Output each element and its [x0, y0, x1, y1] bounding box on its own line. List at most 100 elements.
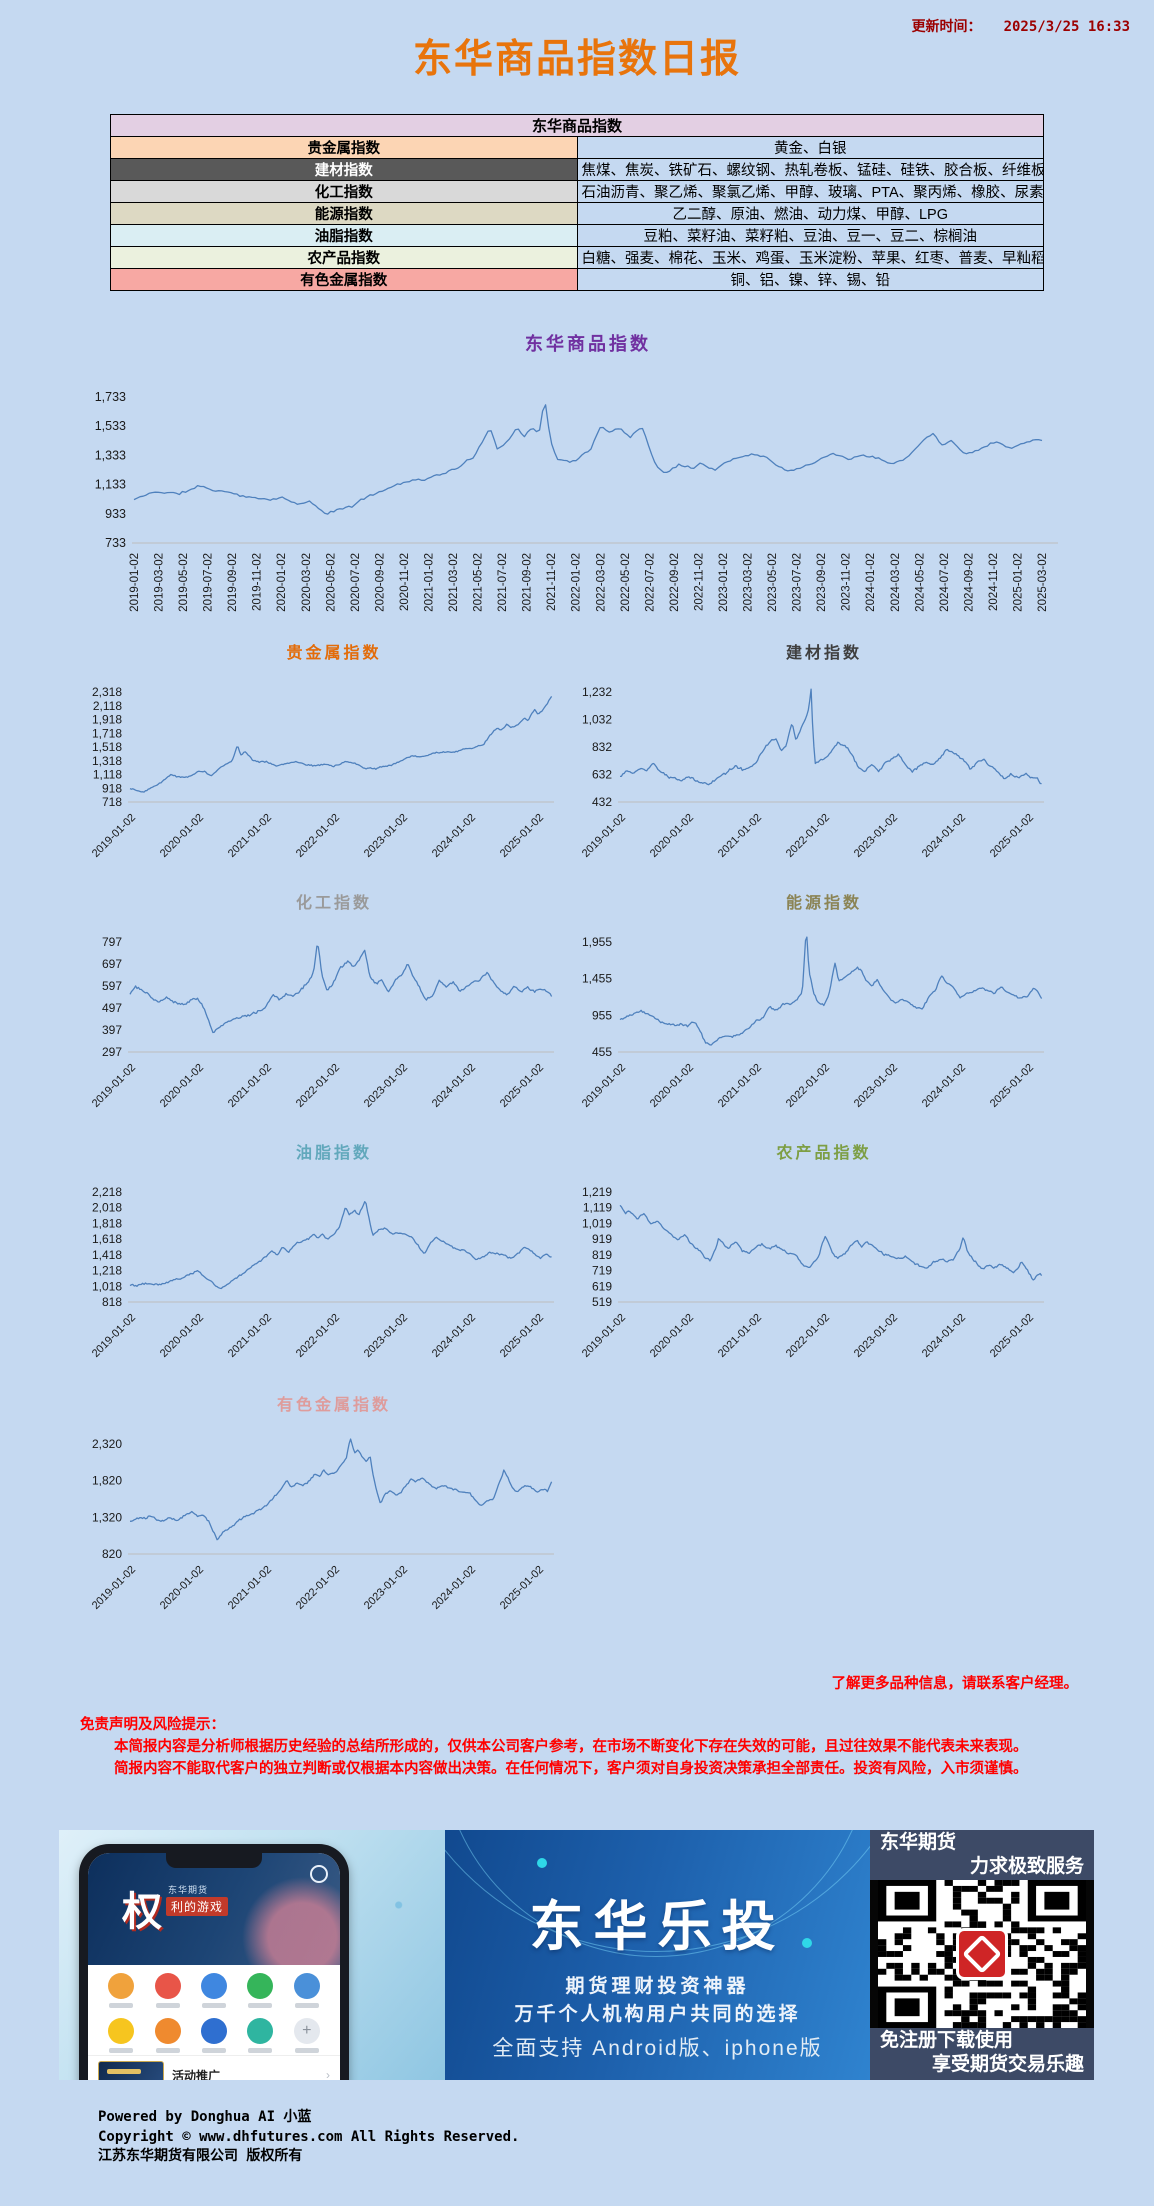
svg-text:2022-01-02: 2022-01-02 [294, 1564, 342, 1612]
svg-text:2023-01-02: 2023-01-02 [718, 553, 730, 612]
svg-text:2023-03-02: 2023-03-02 [743, 553, 755, 612]
banner-qr-section: 东华期货 力求极致服务 免注册下载使用 享受期货交易乐趣 [870, 1830, 1094, 2080]
svg-text:2024-01-02: 2024-01-02 [920, 1312, 968, 1360]
app-icon-row [88, 1965, 340, 2010]
svg-text:1,032: 1,032 [582, 713, 612, 727]
page-title: 东华商品指数日报 [412, 38, 741, 81]
svg-text:2024-01-02: 2024-01-02 [430, 1312, 478, 1360]
svg-text:农产品指数: 农产品指数 [775, 1143, 871, 1162]
app-icon[interactable] [153, 1973, 183, 2008]
app-icon[interactable] [245, 1973, 275, 2008]
row-label: 化工指数 [110, 180, 578, 203]
table-title: 东华商品指数 [110, 114, 1044, 137]
table-header-row: 东华商品指数 [110, 114, 1044, 137]
svg-text:2020-07-02: 2020-07-02 [350, 553, 362, 612]
app-icon[interactable] [199, 1973, 229, 2008]
svg-text:2021-09-02: 2021-09-02 [522, 553, 534, 612]
menu-item-label: 活动推广 [172, 2068, 221, 2081]
svg-text:2020-01-02: 2020-01-02 [158, 812, 206, 860]
qr-zone [870, 1880, 1094, 2028]
svg-text:1,618: 1,618 [92, 1232, 122, 1246]
svg-text:油脂指数: 油脂指数 [296, 1143, 372, 1162]
row-label: 油脂指数 [110, 224, 578, 247]
copyright-footer: Powered by Donghua AI 小蓝 Copyright © www… [98, 2108, 519, 2167]
svg-text:2025-01-02: 2025-01-02 [498, 1564, 546, 1612]
svg-text:2024-07-02: 2024-07-02 [939, 553, 951, 612]
svg-text:1,533: 1,533 [95, 419, 126, 433]
table-row: 农产品指数白糖、强麦、棉花、玉米、鸡蛋、玉米淀粉、苹果、红枣、普麦、早籼稻、晚籼… [110, 246, 1044, 269]
table-row: 能源指数 乙二醇、原油、燃油、动力煤、甲醇、LPG [110, 202, 1044, 225]
svg-text:2020-01-02: 2020-01-02 [648, 812, 696, 860]
app-hero-banner: 权 东华期货 利的游戏 [88, 1853, 340, 1965]
app-icon[interactable] [106, 1973, 136, 2008]
svg-text:1,119: 1,119 [583, 1201, 612, 1215]
svg-text:2,318: 2,318 [92, 685, 122, 699]
svg-text:2022-03-02: 2022-03-02 [595, 553, 607, 612]
search-icon [310, 1865, 328, 1883]
svg-text:1,918: 1,918 [92, 713, 122, 727]
app-icon[interactable] [245, 2018, 275, 2053]
svg-text:719: 719 [592, 1264, 612, 1278]
row-value: 黄金、白银 [576, 136, 1044, 159]
phone-screen: 权 东华期货 利的游戏 [88, 1853, 340, 2080]
svg-text:2019-01-02: 2019-01-02 [580, 1062, 628, 1110]
svg-text:2019-01-02: 2019-01-02 [580, 812, 628, 860]
svg-text:化工指数: 化工指数 [296, 893, 372, 912]
table-row: 化工指数石油沥青、聚乙烯、聚氯乙烯、甲醇、玻璃、PTA、聚丙烯、橡胶、尿素、纯碱… [110, 180, 1044, 203]
svg-text:2020-05-02: 2020-05-02 [325, 553, 337, 612]
svg-text:2023-05-02: 2023-05-02 [767, 553, 779, 612]
svg-text:2023-11-02: 2023-11-02 [841, 553, 853, 611]
row-value: 石油沥青、聚乙烯、聚氯乙烯、甲醇、玻璃、PTA、聚丙烯、橡胶、尿素、纯碱、20号… [576, 180, 1044, 203]
app-slogan-1: 期货理财投资神器 [565, 1976, 750, 1997]
svg-text:2020-01-02: 2020-01-02 [648, 1312, 696, 1360]
disclaimer-line: 简报内容不能取代客户的独立判断或仅根据本内容做出决策。在任何情况下，客户须对自身… [114, 1761, 1028, 1777]
row-label: 贵金属指数 [110, 136, 578, 159]
svg-text:832: 832 [592, 740, 612, 754]
svg-text:2021-01-02: 2021-01-02 [716, 1312, 764, 1360]
svg-text:697: 697 [102, 957, 122, 971]
row-value: 豆粕、菜籽油、菜籽粕、豆油、豆一、豆二、棕榈油 [576, 224, 1044, 247]
app-name: 东华乐投 [529, 1897, 786, 1957]
svg-text:2021-01-02: 2021-01-02 [423, 553, 435, 612]
app-icon[interactable] [106, 2018, 136, 2053]
svg-text:2023-01-02: 2023-01-02 [362, 1062, 410, 1110]
app-icon[interactable] [292, 1973, 322, 2008]
svg-text:1,218: 1,218 [92, 1264, 122, 1278]
svg-text:2020-09-02: 2020-09-02 [374, 553, 386, 612]
svg-text:2019-01-02: 2019-01-02 [90, 812, 138, 860]
chevron-right-icon: › [326, 2068, 330, 2080]
svg-text:2022-01-02: 2022-01-02 [784, 812, 832, 860]
svg-text:2022-07-02: 2022-07-02 [644, 553, 656, 612]
svg-text:1,232: 1,232 [582, 685, 612, 699]
table-row: 有色金属指数 铜、铝、镍、锌、锡、铅 [110, 268, 1044, 291]
footer-powered-by: Powered by Donghua AI 小蓝 [98, 2109, 312, 2125]
add-icon[interactable]: + [292, 2018, 322, 2053]
svg-text:2024-01-02: 2024-01-02 [865, 553, 877, 612]
svg-text:597: 597 [102, 979, 122, 993]
svg-text:2022-01-02: 2022-01-02 [294, 812, 342, 860]
svg-text:2023-07-02: 2023-07-02 [792, 553, 804, 612]
svg-text:733: 733 [105, 536, 126, 550]
svg-text:2019-01-02: 2019-01-02 [90, 1062, 138, 1110]
row-label: 有色金属指数 [110, 268, 578, 291]
row-value: 焦煤、焦炭、铁矿石、螺纹钢、热轧卷板、锰硅、硅铁、胶合板、纤维板、不锈钢、线材 [576, 158, 1044, 181]
svg-text:有色金属指数: 有色金属指数 [277, 1395, 391, 1414]
svg-text:2020-01-02: 2020-01-02 [158, 1312, 206, 1360]
svg-text:1,118: 1,118 [93, 768, 122, 782]
app-icon[interactable] [153, 2018, 183, 2053]
update-time: 更新时间： 2025/3/25 16:33 [912, 16, 1130, 36]
menu-item-activity[interactable]: 活动推广 › [88, 2055, 340, 2080]
svg-text:933: 933 [105, 507, 126, 521]
app-icon-row: + [88, 2010, 340, 2055]
svg-text:619: 619 [592, 1279, 612, 1293]
svg-text:能源指数: 能源指数 [786, 893, 862, 912]
svg-text:797: 797 [102, 935, 122, 949]
svg-text:2019-07-02: 2019-07-02 [203, 553, 215, 612]
app-icon[interactable] [199, 2018, 229, 2053]
svg-text:632: 632 [592, 768, 612, 782]
qr-center-logo-icon [956, 1928, 1008, 1980]
svg-text:955: 955 [592, 1008, 612, 1022]
row-label: 农产品指数 [110, 246, 578, 269]
svg-text:397: 397 [102, 1023, 122, 1037]
decorative-dot [802, 1938, 812, 1948]
